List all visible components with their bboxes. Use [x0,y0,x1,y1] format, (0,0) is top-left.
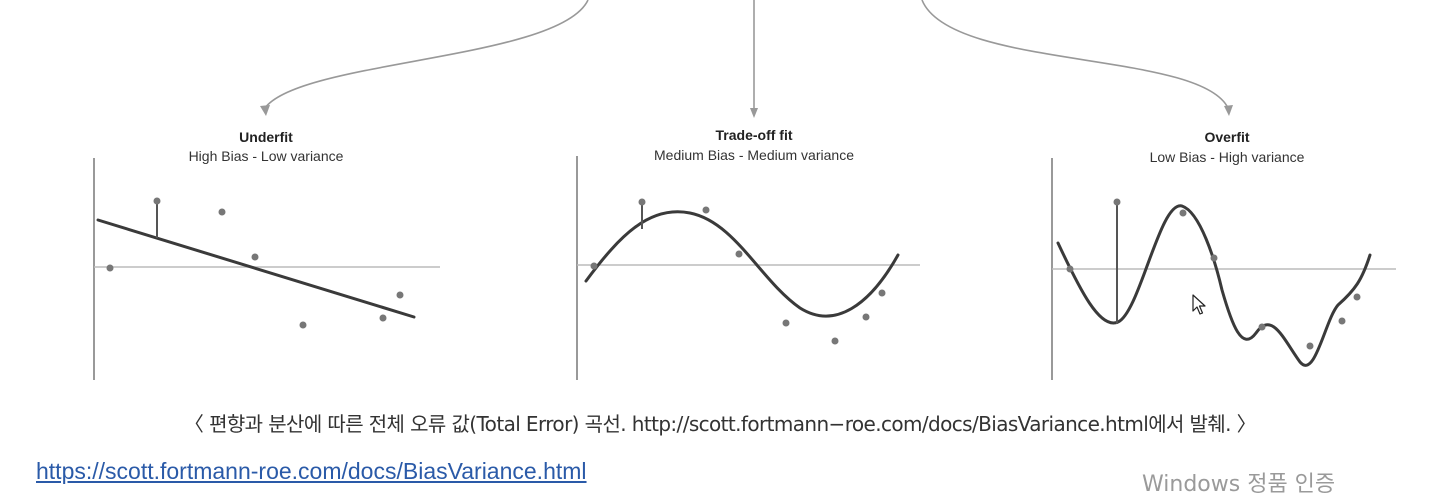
data-point [153,197,161,205]
data-point [862,313,870,321]
data-point [782,319,790,327]
data-point [831,337,839,345]
data-point [106,264,114,272]
data-point [1353,293,1361,301]
mouse-pointer-icon [1192,294,1206,315]
data-point [1338,317,1346,325]
panel-underfit: Underfit High Bias - Low variance [93,129,440,380]
fit-curve [1056,204,1372,367]
data-point [1066,265,1074,273]
data-point [702,206,710,214]
data-point [590,262,598,270]
arrows [260,0,1233,118]
panel-tradeoff: Trade-off fit Medium Bias - Medium varia… [576,127,920,380]
data-point [1306,342,1314,350]
arrow-to-underfit [264,0,589,109]
data-point [251,253,259,261]
data-point [396,291,404,299]
panel-overfit: Overfit Low Bias - High variance [1051,129,1396,380]
panel-title: Underfit [239,129,293,145]
panel-title: Overfit [1204,129,1249,145]
data-point [735,250,743,258]
panel-subtitle: Medium Bias - Medium variance [654,147,854,163]
data-point [638,198,646,206]
source-link[interactable]: https://scott.fortmann-roe.com/docs/Bias… [36,458,587,484]
data-point [299,321,307,329]
bias-variance-figure: Underfit High Bias - Low variance Trade-… [93,0,1396,380]
panel-subtitle: High Bias - Low variance [189,148,344,164]
arrowhead-overfit [1224,105,1233,116]
panel-subtitle: Low Bias - High variance [1150,149,1305,165]
arrowhead-underfit [260,105,270,116]
data-point [878,289,886,297]
data-point [1179,209,1187,217]
panel-title: Trade-off fit [716,127,793,143]
data-point [379,314,387,322]
arrow-to-overfit [921,0,1229,109]
arrowhead-tradeoff [750,108,758,118]
fit-line [96,218,416,319]
data-point [1258,323,1266,331]
fit-curve [584,210,900,318]
data-point [1210,254,1218,262]
data-point [1113,198,1121,206]
windows-activation-watermark: Windows 정품 인증 [1142,472,1336,497]
data-point [218,208,226,216]
figure-caption: 〈 편향과 분산에 따른 전체 오류 값(Total Error) 곡선. ht… [183,412,1257,436]
